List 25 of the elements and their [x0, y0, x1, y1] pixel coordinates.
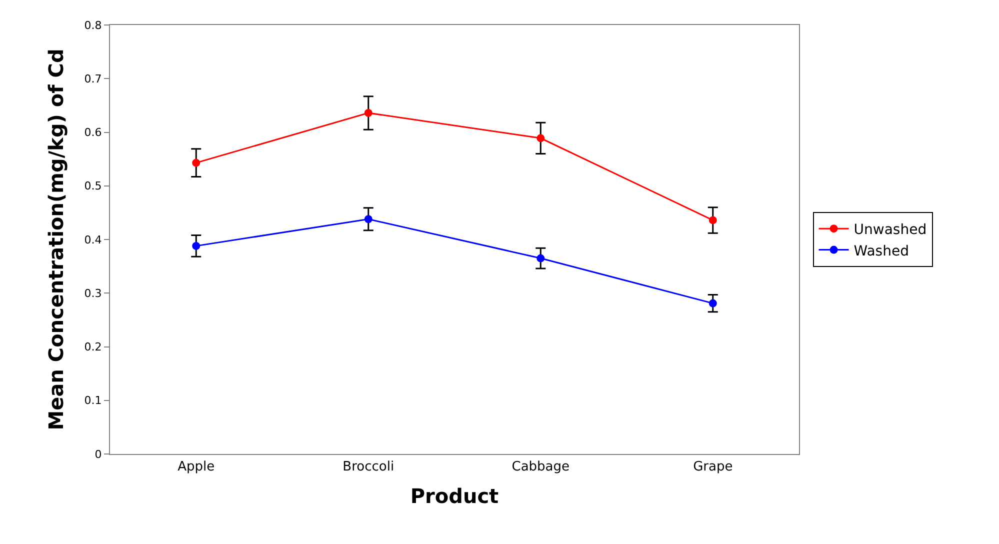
point — [364, 215, 372, 224]
point — [708, 216, 717, 224]
y-tick-label: 0.8 — [84, 18, 102, 32]
y-tick-label: 0.2 — [84, 340, 102, 354]
x-tick-label: Cabbage — [512, 460, 570, 475]
point — [708, 299, 717, 308]
legend-label: Washed — [854, 243, 909, 260]
y-tick-label: 0 — [94, 448, 102, 461]
y-tick-label: 0.7 — [84, 72, 102, 86]
y-tick-label: 0.3 — [84, 286, 102, 300]
y-axis-title: Mean Concentration(mg/kg) of Cd — [44, 48, 68, 430]
legend-label: Unwashed — [854, 222, 927, 238]
x-tick-label: Broccoli — [342, 460, 394, 475]
x-tick-label: Apple — [178, 460, 215, 475]
point — [192, 242, 200, 250]
y-tick-label: 0.4 — [84, 233, 102, 246]
x-tick-label: Grape — [693, 460, 733, 475]
point — [536, 134, 545, 142]
point — [192, 158, 200, 167]
point — [364, 108, 372, 117]
x-axis-title: Product — [410, 484, 500, 508]
point — [536, 254, 545, 262]
y-tick-label: 0.1 — [84, 394, 102, 408]
y-tick-label: 0.5 — [84, 180, 102, 193]
y-tick-label: 0.6 — [84, 126, 102, 140]
